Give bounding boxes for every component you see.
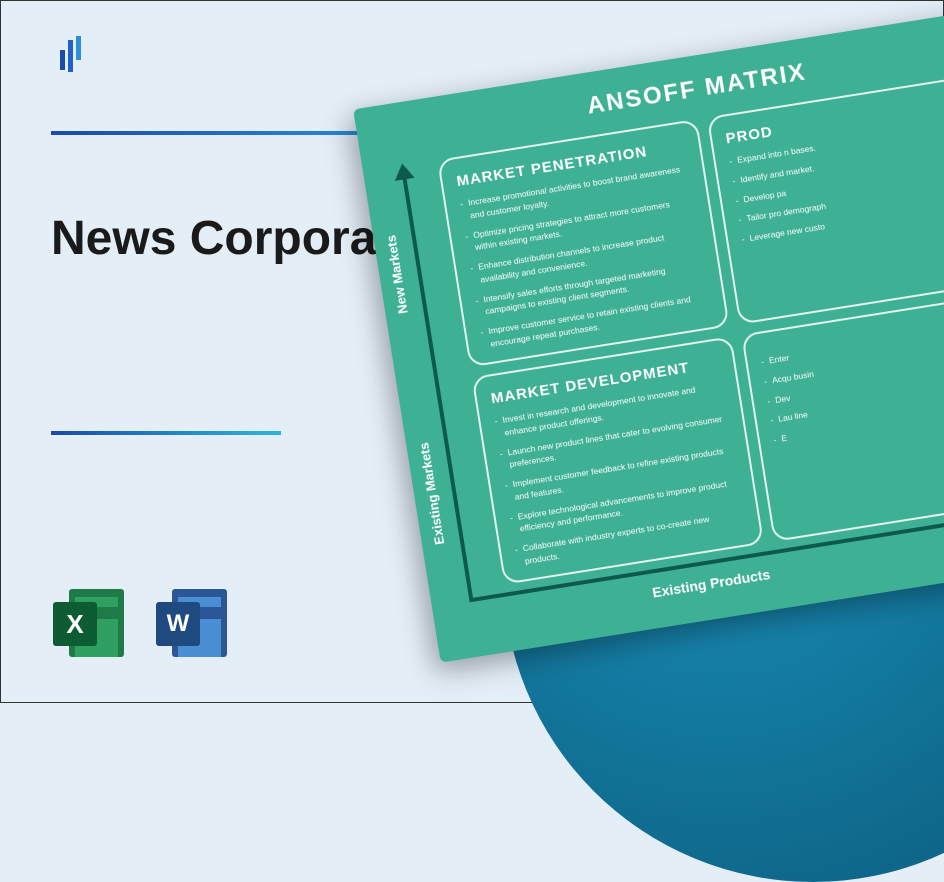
ansoff-matrix-card: ANSOFF MATRIX New Markets Existing Marke…	[353, 9, 944, 662]
matrix-grid: MARKET PENETRATION Increase promotional …	[437, 76, 944, 584]
cell-product-dev: PROD Expand into n bases. Identify and m…	[706, 76, 944, 324]
divider-bottom	[51, 431, 281, 435]
cell-list: Increase promotional activities to boost…	[459, 162, 711, 352]
y-axis-label-new: New Markets	[383, 234, 410, 315]
excel-icon: X	[51, 584, 129, 662]
cell-market-penetration: MARKET PENETRATION Increase promotional …	[437, 119, 729, 367]
x-axis-label-existing: Existing Products	[651, 566, 771, 600]
cell-diversification: Enter Acqu busin Dev Lau line E	[741, 294, 944, 542]
y-axis-label-existing: Existing Markets	[416, 441, 447, 545]
brand-logo	[56, 36, 86, 83]
cell-list: Enter Acqu busin Dev Lau line E	[760, 320, 944, 447]
divider-top	[51, 131, 391, 135]
word-icon: W	[154, 584, 232, 662]
file-icons: X W	[51, 584, 232, 662]
cell-list: Invest in research and development to in…	[494, 379, 746, 569]
cell-market-development: MARKET DEVELOPMENT Invest in research an…	[471, 336, 763, 584]
